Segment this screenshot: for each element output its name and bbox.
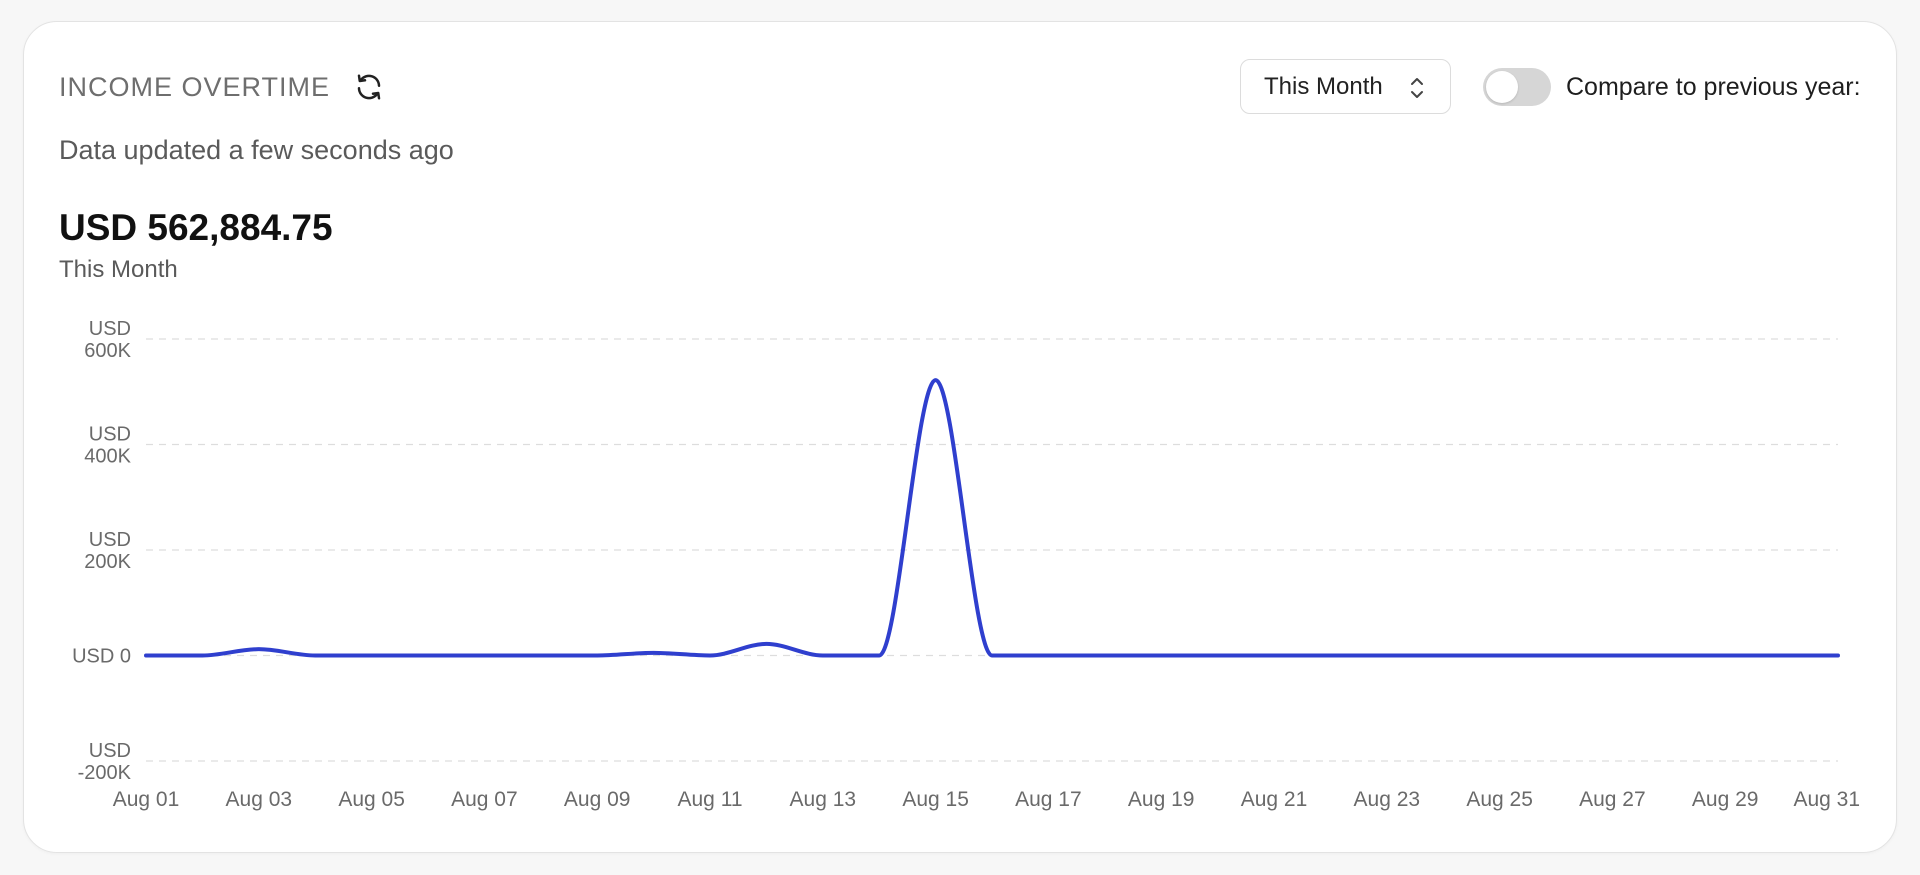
period-label: This Month — [59, 256, 178, 283]
card-title: INCOME OVERTIME — [59, 72, 331, 102]
data-point[interactable] — [986, 650, 998, 662]
x-tick-label: Aug 15 — [902, 788, 969, 811]
x-tick-label: Aug 31 — [1793, 788, 1860, 811]
x-tick-label: Aug 01 — [113, 788, 180, 811]
compare-toggle-knob — [1486, 71, 1518, 103]
data-point[interactable] — [1099, 650, 1111, 662]
data-point[interactable] — [1494, 650, 1506, 662]
chevron-up-down-icon — [1411, 78, 1423, 98]
data-point[interactable] — [1381, 650, 1393, 662]
data-point[interactable] — [535, 650, 547, 662]
data-point[interactable] — [196, 650, 208, 662]
data-point[interactable] — [817, 650, 829, 662]
x-tick-label: Aug 23 — [1354, 788, 1421, 811]
data-point[interactable] — [1324, 650, 1336, 662]
x-tick-label: Aug 19 — [1128, 788, 1195, 811]
x-tick-label: Aug 27 — [1579, 788, 1646, 811]
data-point[interactable] — [1212, 650, 1224, 662]
data-point[interactable] — [422, 650, 434, 662]
data-point[interactable] — [1832, 650, 1844, 662]
x-tick-label: Aug 05 — [338, 788, 405, 811]
data-point[interactable] — [478, 650, 490, 662]
x-tick-label: Aug 17 — [1015, 788, 1082, 811]
data-point[interactable] — [140, 650, 152, 662]
total-income-value: USD 562,884.75 — [59, 207, 333, 248]
y-tick-label: USD 400K — [84, 424, 131, 468]
data-point[interactable] — [253, 643, 265, 655]
data-point[interactable] — [873, 650, 885, 662]
x-tick-label: Aug 29 — [1692, 788, 1759, 811]
data-point[interactable] — [1437, 650, 1449, 662]
data-point[interactable] — [366, 650, 378, 662]
data-point[interactable] — [648, 647, 660, 659]
x-tick-label: Aug 25 — [1466, 788, 1533, 811]
compare-toggle[interactable] — [1483, 68, 1551, 106]
y-tick-label: USD 600K — [84, 318, 131, 362]
x-tick-label: Aug 03 — [226, 788, 293, 811]
period-select-value: This Month — [1264, 73, 1383, 100]
data-point[interactable] — [1663, 650, 1675, 662]
data-point[interactable] — [1155, 650, 1167, 662]
x-tick-label: Aug 09 — [564, 788, 631, 811]
data-point[interactable] — [1606, 650, 1618, 662]
data-point[interactable] — [591, 650, 603, 662]
data-point[interactable] — [930, 374, 942, 386]
refresh-icon[interactable] — [354, 72, 384, 102]
data-point[interactable] — [1042, 650, 1054, 662]
data-point[interactable] — [1550, 650, 1562, 662]
data-point[interactable] — [309, 650, 321, 662]
y-tick-label: USD 200K — [84, 529, 131, 573]
last-updated-text: Data updated a few seconds ago — [59, 135, 454, 165]
data-point[interactable] — [1268, 650, 1280, 662]
period-select[interactable]: This Month — [1240, 59, 1451, 114]
x-tick-label: Aug 07 — [451, 788, 518, 811]
data-point[interactable] — [760, 638, 772, 650]
x-tick-label: Aug 21 — [1241, 788, 1308, 811]
y-tick-label: USD 0 — [72, 646, 131, 668]
data-point[interactable] — [704, 650, 716, 662]
x-tick-label: Aug 11 — [678, 788, 743, 811]
income-series-line — [144, 378, 1840, 658]
data-point[interactable] — [1776, 650, 1788, 662]
compare-label: Compare to previous year: — [1566, 73, 1861, 101]
y-tick-label: USD -200K — [78, 740, 132, 784]
x-tick-label: Aug 13 — [790, 788, 857, 811]
income-overtime-card — [23, 21, 1897, 853]
data-point[interactable] — [1719, 650, 1731, 662]
